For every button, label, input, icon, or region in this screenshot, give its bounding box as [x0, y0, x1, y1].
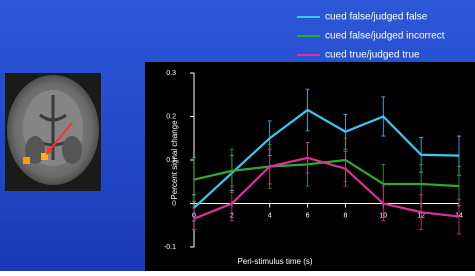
y-tick-label: -0.1	[164, 244, 176, 251]
brain-image	[5, 73, 101, 191]
y-tick-label: 0	[172, 200, 176, 207]
x-axis-label: Peri-stimulus time (s)	[237, 257, 312, 266]
legend-label: cued false/judged incorrect	[325, 31, 445, 42]
x-tick-label: 4	[268, 212, 272, 219]
y-tick-label: 0.3	[166, 70, 176, 77]
slide: Peri-stimulus time (s) Percent signal ch…	[0, 0, 475, 271]
y-tick-label: 0.1	[166, 157, 176, 164]
x-tick-label: 6	[306, 212, 310, 219]
legend-label: cued true/judged true	[325, 50, 420, 61]
legend-label: cued false/judged false	[325, 12, 428, 23]
page: {"chart_data": {"type": "line", "x_label…	[0, 0, 475, 276]
y-tick-label: 0.2	[166, 113, 176, 120]
x-tick-label: 8	[343, 212, 347, 219]
